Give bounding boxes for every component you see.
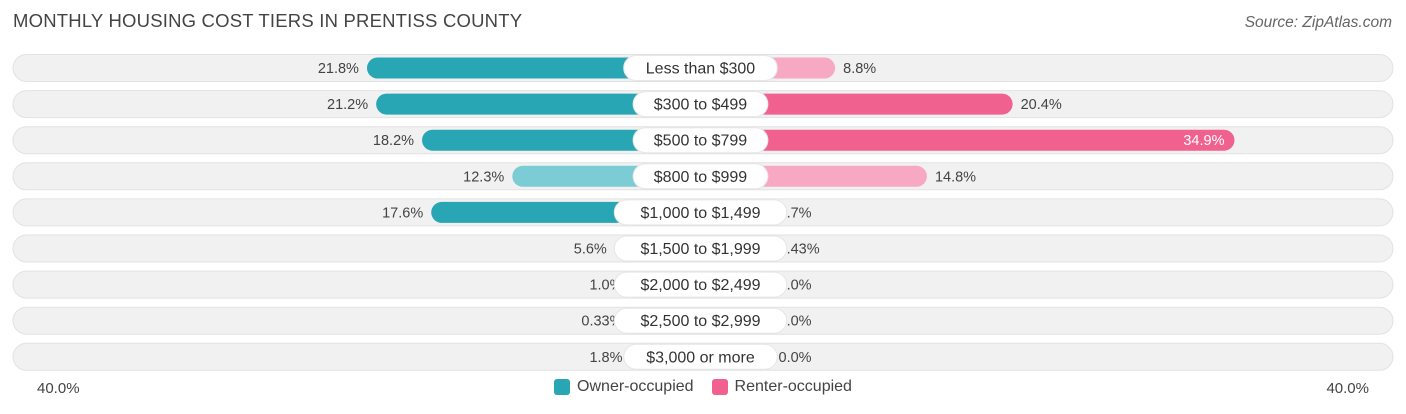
category-pill xyxy=(613,199,788,226)
category-pill xyxy=(623,343,778,370)
category-label: $500 to $799 xyxy=(654,133,748,150)
legend-item-owner: Owner-occupied xyxy=(554,378,694,396)
owner-value-label: 12.3% xyxy=(463,169,504,185)
owner-value-label: 5.6% xyxy=(574,242,607,258)
renter-value-label: 0.43% xyxy=(779,242,820,258)
owner-bar xyxy=(422,129,701,151)
renter-value-label: 8.8% xyxy=(843,61,876,77)
chart-title: MONTHLY HOUSING COST TIERS IN PRENTISS C… xyxy=(13,10,523,31)
renter-value-label: 20.4% xyxy=(1021,97,1062,113)
category-label: Less than $300 xyxy=(646,61,756,78)
category-label: $800 to $999 xyxy=(654,169,748,186)
renter-value-label: 0.0% xyxy=(779,350,812,366)
renter-bar xyxy=(700,93,1013,115)
legend-renter-label: Renter-occupied xyxy=(734,378,852,395)
renter-value-label: 14.8% xyxy=(935,169,976,185)
owner-value-label: 21.8% xyxy=(318,61,359,77)
category-pill xyxy=(632,163,769,190)
category-label: $300 to $499 xyxy=(654,97,748,114)
category-label: $1,500 to $1,999 xyxy=(640,241,760,258)
owner-bar xyxy=(376,93,701,115)
owner-value-label: 1.8% xyxy=(589,350,622,366)
category-pill xyxy=(632,91,769,118)
owner-swatch xyxy=(554,379,571,395)
category-pill xyxy=(613,307,788,334)
axis-left-label: 40.0% xyxy=(37,380,80,397)
owner-bar xyxy=(366,57,701,79)
category-pill xyxy=(623,55,778,81)
legend-item-renter: Renter-occupied xyxy=(711,378,852,396)
renter-bar xyxy=(700,129,1235,151)
renter-swatch xyxy=(711,379,728,395)
owner-value-label: 18.2% xyxy=(373,133,414,149)
legend-owner-label: Owner-occupied xyxy=(577,378,694,395)
legend: Owner-occupied Renter-occupied xyxy=(0,378,1406,396)
source-note: Source: ZipAtlas.com xyxy=(1244,14,1392,31)
category-label: $3,000 or more xyxy=(646,349,755,366)
category-pill xyxy=(613,235,788,262)
category-pill xyxy=(613,271,788,298)
owner-value-label: 21.2% xyxy=(327,97,368,113)
renter-value-label: 34.9% xyxy=(1183,133,1224,149)
category-label: $2,000 to $2,499 xyxy=(640,277,760,294)
category-label: $1,000 to $1,499 xyxy=(640,205,760,222)
category-label: $2,500 to $2,999 xyxy=(640,313,760,330)
category-pill xyxy=(632,127,769,154)
owner-value-label: 17.6% xyxy=(382,205,423,221)
axis-right-label: 40.0% xyxy=(1326,380,1369,397)
owner-value-label: 0.33% xyxy=(581,314,622,330)
